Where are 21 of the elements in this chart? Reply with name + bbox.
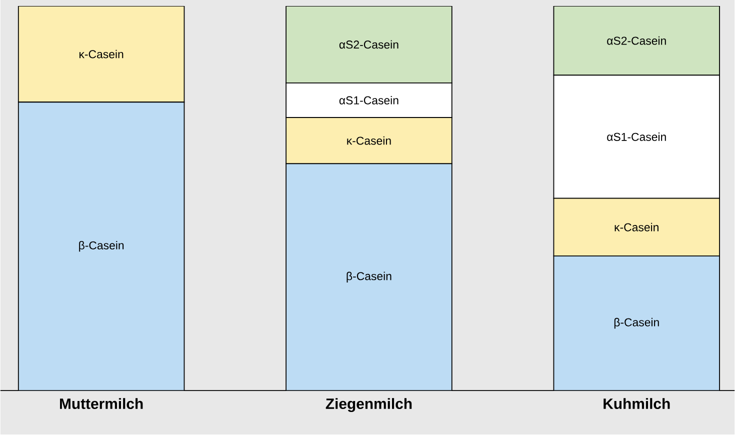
bar: [286, 6, 452, 84]
x-tick-label: Ziegenmilch: [326, 398, 412, 412]
x-tick-label: Kuhmilch: [604, 398, 670, 410]
bar: [18, 6, 185, 103]
bar: [286, 117, 452, 164]
text: κ-Casein: [614, 223, 658, 232]
text: β-Casein: [614, 318, 659, 329]
bar: [18, 102, 185, 391]
text: κ-Casein: [80, 50, 124, 58]
text: αS1-Casein: [607, 132, 666, 142]
x-tick-label: Muttermilch: [60, 398, 143, 410]
series-label: αS2-Casein: [607, 36, 666, 46]
series-label: αS1-Casein: [339, 96, 398, 105]
bar: [286, 163, 452, 391]
text: β-Casein: [79, 241, 124, 252]
series-label: β-Casein: [346, 272, 392, 283]
series-label: κ-Casein: [347, 136, 391, 146]
text: αS2-Casein: [339, 40, 398, 49]
bar: [553, 256, 720, 391]
bar: [553, 198, 720, 257]
bar: [553, 6, 720, 76]
